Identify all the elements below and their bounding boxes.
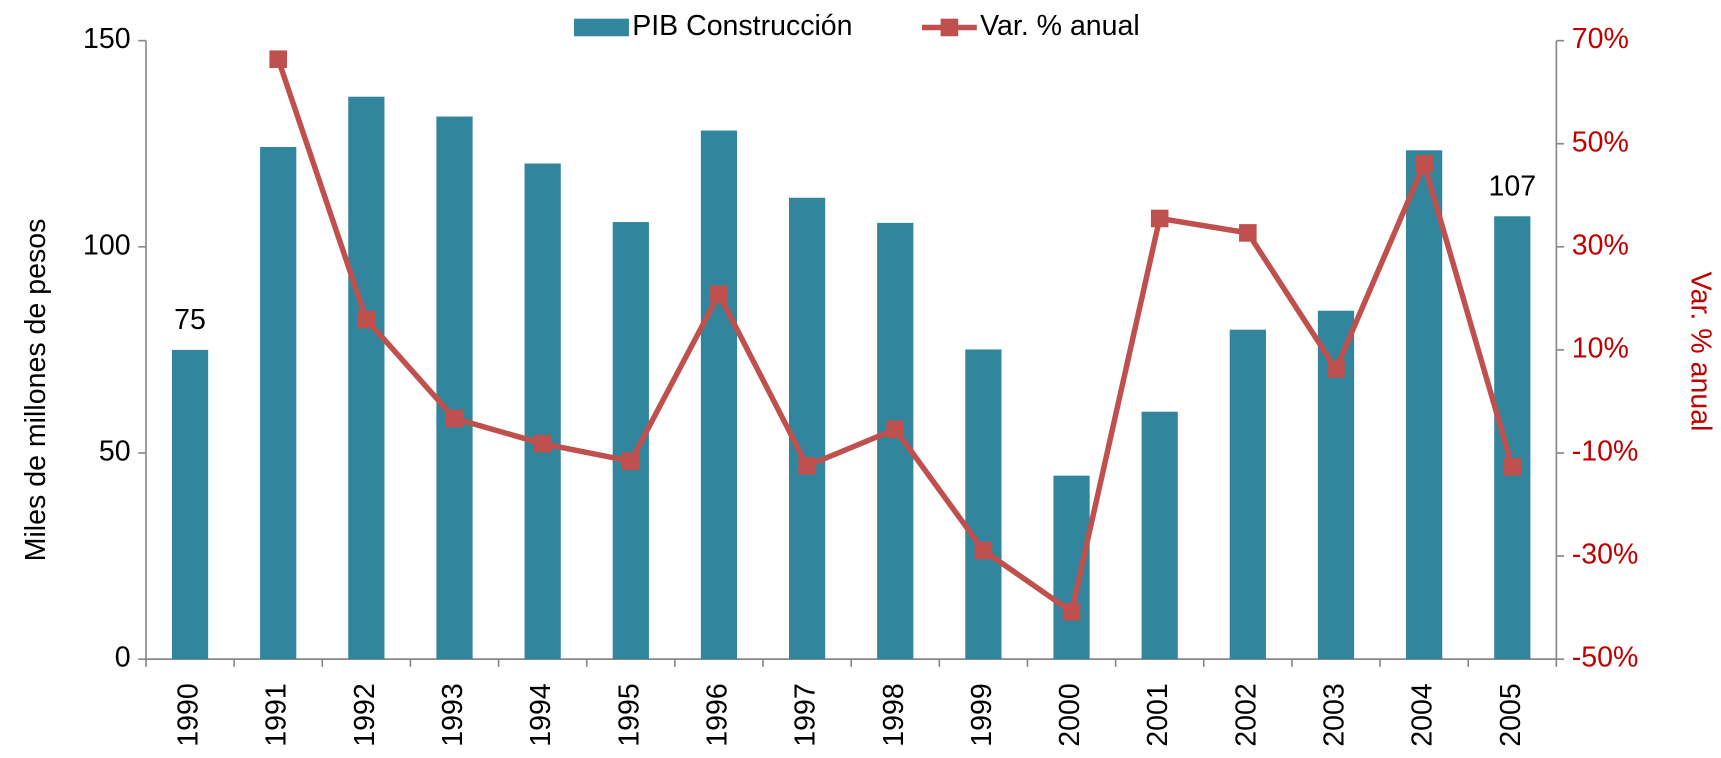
- line-marker: [886, 420, 905, 439]
- x-tick-label: 2002: [1230, 683, 1262, 747]
- line-marker: [622, 452, 640, 471]
- bar: [1229, 329, 1266, 660]
- bar: [171, 349, 209, 660]
- legend-label: Var. % anual: [980, 10, 1140, 42]
- bar: [524, 163, 561, 660]
- line-marker: [1503, 458, 1522, 476]
- x-tick-label: 1996: [702, 683, 734, 747]
- bar: [877, 222, 914, 660]
- y-axis-title: Miles de millones de pesos: [20, 219, 52, 562]
- legend-swatch: [940, 18, 959, 37]
- y2-tick-label: 50%: [1572, 126, 1629, 158]
- bar: [260, 147, 297, 660]
- y2-axis-title: Var. % anual: [1685, 272, 1717, 432]
- x-tick-label: 1995: [613, 683, 645, 747]
- x-tick-label: 1998: [878, 683, 910, 747]
- line-marker: [269, 50, 287, 68]
- line-marker: [357, 310, 376, 329]
- line-marker: [1327, 360, 1345, 378]
- bar: [788, 197, 826, 660]
- legend-label: PIB Construcción: [632, 10, 852, 42]
- line-marker: [533, 434, 552, 453]
- bar: [700, 130, 738, 660]
- legend-swatch: [574, 18, 629, 37]
- x-tick-label: 2005: [1495, 683, 1527, 747]
- x-tick-label: 1997: [790, 683, 822, 747]
- x-tick-label: 2001: [1142, 683, 1174, 747]
- y2-tick-label: 10%: [1572, 332, 1629, 364]
- x-tick-label: 1994: [525, 683, 557, 747]
- x-tick-label: 1992: [349, 683, 381, 747]
- x-tick-label: 2004: [1407, 683, 1439, 747]
- data-label: 107: [1488, 170, 1536, 202]
- line-marker: [798, 457, 816, 475]
- x-tick-label: 2003: [1319, 683, 1351, 747]
- line-marker: [710, 285, 728, 304]
- x-tick-label: 1990: [173, 683, 205, 747]
- x-tick-label: 1993: [437, 683, 469, 747]
- x-tick-label: 1999: [966, 683, 998, 747]
- y-tick-label: 0: [115, 642, 131, 674]
- data-label: 75: [174, 304, 206, 336]
- y2-tick-label: 70%: [1572, 23, 1629, 55]
- y2-tick-label: -10%: [1572, 436, 1639, 468]
- y2-tick-label: 30%: [1572, 229, 1629, 261]
- y2-tick-label: -50%: [1572, 642, 1639, 674]
- bar: [436, 116, 473, 660]
- line-marker: [445, 409, 464, 428]
- y2-tick-label: -30%: [1572, 539, 1639, 571]
- bar: [965, 349, 1002, 660]
- y-tick-label: 150: [83, 23, 131, 55]
- y-tick-label: 100: [83, 229, 131, 261]
- x-tick-label: 2000: [1054, 683, 1086, 747]
- line-marker: [1150, 209, 1169, 228]
- bar: [1494, 216, 1531, 660]
- line-marker: [1239, 224, 1257, 242]
- bar: [1141, 411, 1178, 660]
- bar: [348, 96, 385, 660]
- y-tick-label: 50: [99, 436, 131, 468]
- bar: [1406, 150, 1443, 660]
- line-marker: [974, 541, 993, 560]
- x-tick-label: 1991: [261, 683, 293, 747]
- line-marker: [1062, 602, 1081, 621]
- line-marker: [1415, 155, 1433, 173]
